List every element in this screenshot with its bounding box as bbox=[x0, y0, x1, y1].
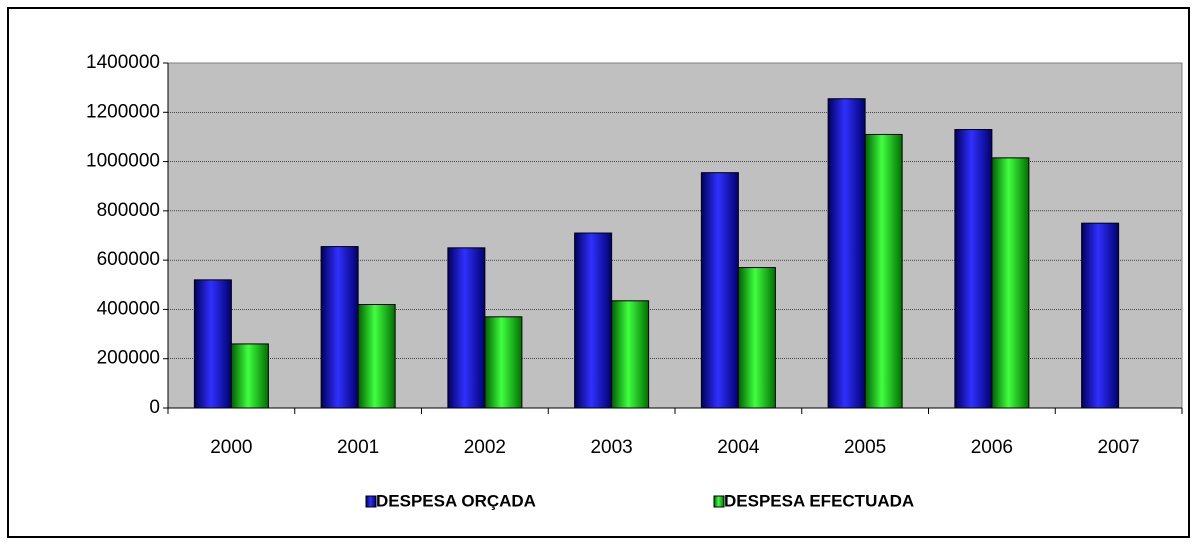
x-tick-label: 2006 bbox=[971, 437, 1013, 458]
bar bbox=[320, 246, 359, 409]
y-tick-label: 0 bbox=[149, 397, 160, 418]
legend-label: DESPESA EFECTUADA bbox=[724, 491, 914, 510]
bar bbox=[611, 300, 650, 409]
y-tick-label: 400000 bbox=[97, 298, 160, 319]
x-tick-label: 2003 bbox=[590, 437, 632, 458]
legend-swatch bbox=[365, 495, 377, 508]
plot-area bbox=[167, 62, 1183, 409]
legend-label: DESPESA ORÇADA bbox=[376, 491, 536, 510]
bar bbox=[357, 304, 396, 409]
x-tick-label: 2002 bbox=[464, 437, 506, 458]
y-tick-label: 800000 bbox=[97, 200, 160, 221]
y-tick-label: 200000 bbox=[97, 348, 160, 369]
bar bbox=[737, 267, 776, 409]
bar bbox=[193, 279, 232, 409]
y-tick-label: 1400000 bbox=[86, 52, 160, 73]
bar bbox=[484, 316, 523, 409]
bar bbox=[1081, 222, 1120, 409]
bar bbox=[447, 247, 486, 409]
x-tick-label: 2001 bbox=[337, 437, 379, 458]
bar bbox=[700, 172, 739, 409]
x-tick-label: 2005 bbox=[844, 437, 886, 458]
legend-swatch bbox=[713, 495, 725, 508]
bar bbox=[230, 343, 269, 409]
bar bbox=[864, 133, 903, 409]
x-tick-label: 2007 bbox=[1097, 437, 1139, 458]
y-tick-label: 1000000 bbox=[86, 151, 160, 172]
x-tick-label: 2000 bbox=[210, 437, 252, 458]
bar bbox=[991, 157, 1030, 409]
bar bbox=[954, 129, 993, 409]
y-tick-label: 1200000 bbox=[86, 101, 160, 122]
y-tick-label: 600000 bbox=[97, 249, 160, 270]
bar bbox=[574, 232, 613, 409]
x-tick-label: 2004 bbox=[717, 437, 760, 458]
bar bbox=[827, 98, 866, 409]
